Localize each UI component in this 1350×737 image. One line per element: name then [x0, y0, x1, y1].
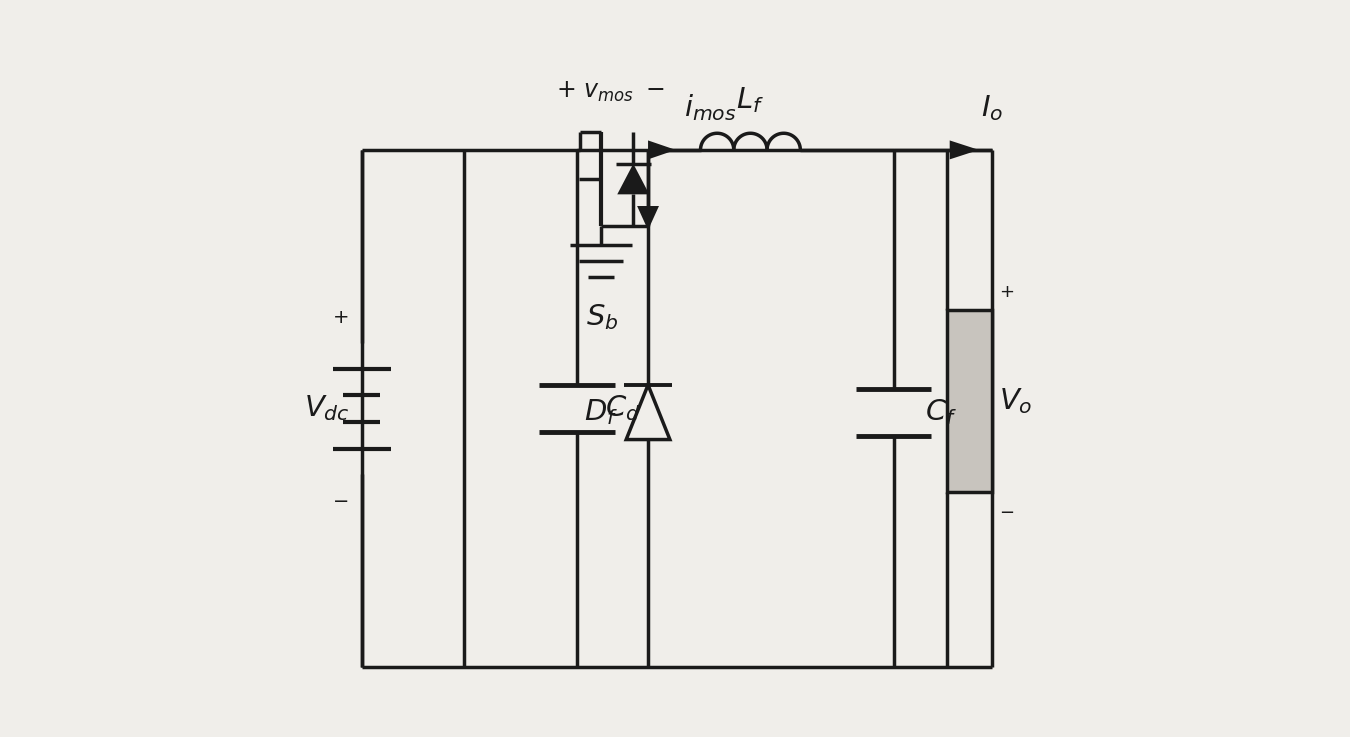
Polygon shape — [949, 141, 979, 159]
Text: $+\ v_{mos}\ -$: $+\ v_{mos}\ -$ — [556, 80, 664, 104]
Text: $-$: $-$ — [332, 490, 348, 509]
Polygon shape — [617, 164, 649, 195]
Text: $+$: $+$ — [332, 308, 348, 327]
Text: $i_{mos}$: $i_{mos}$ — [684, 92, 737, 123]
Text: $V_{o}$: $V_{o}$ — [999, 386, 1031, 416]
Text: $D_{f}$: $D_{f}$ — [583, 397, 618, 427]
Polygon shape — [637, 206, 659, 230]
Text: $C_{f}$: $C_{f}$ — [925, 397, 957, 427]
Bar — [946, 310, 992, 492]
Text: $S_{b}$: $S_{b}$ — [586, 302, 618, 332]
Polygon shape — [648, 141, 676, 159]
Text: $V_{dc}$: $V_{dc}$ — [304, 394, 350, 424]
Text: $C_{d}$: $C_{d}$ — [605, 394, 640, 424]
Text: $+$: $+$ — [999, 283, 1014, 301]
Text: $I_{o}$: $I_{o}$ — [981, 93, 1003, 122]
Text: $L_{f}$: $L_{f}$ — [737, 85, 764, 115]
Text: $-$: $-$ — [999, 502, 1014, 520]
